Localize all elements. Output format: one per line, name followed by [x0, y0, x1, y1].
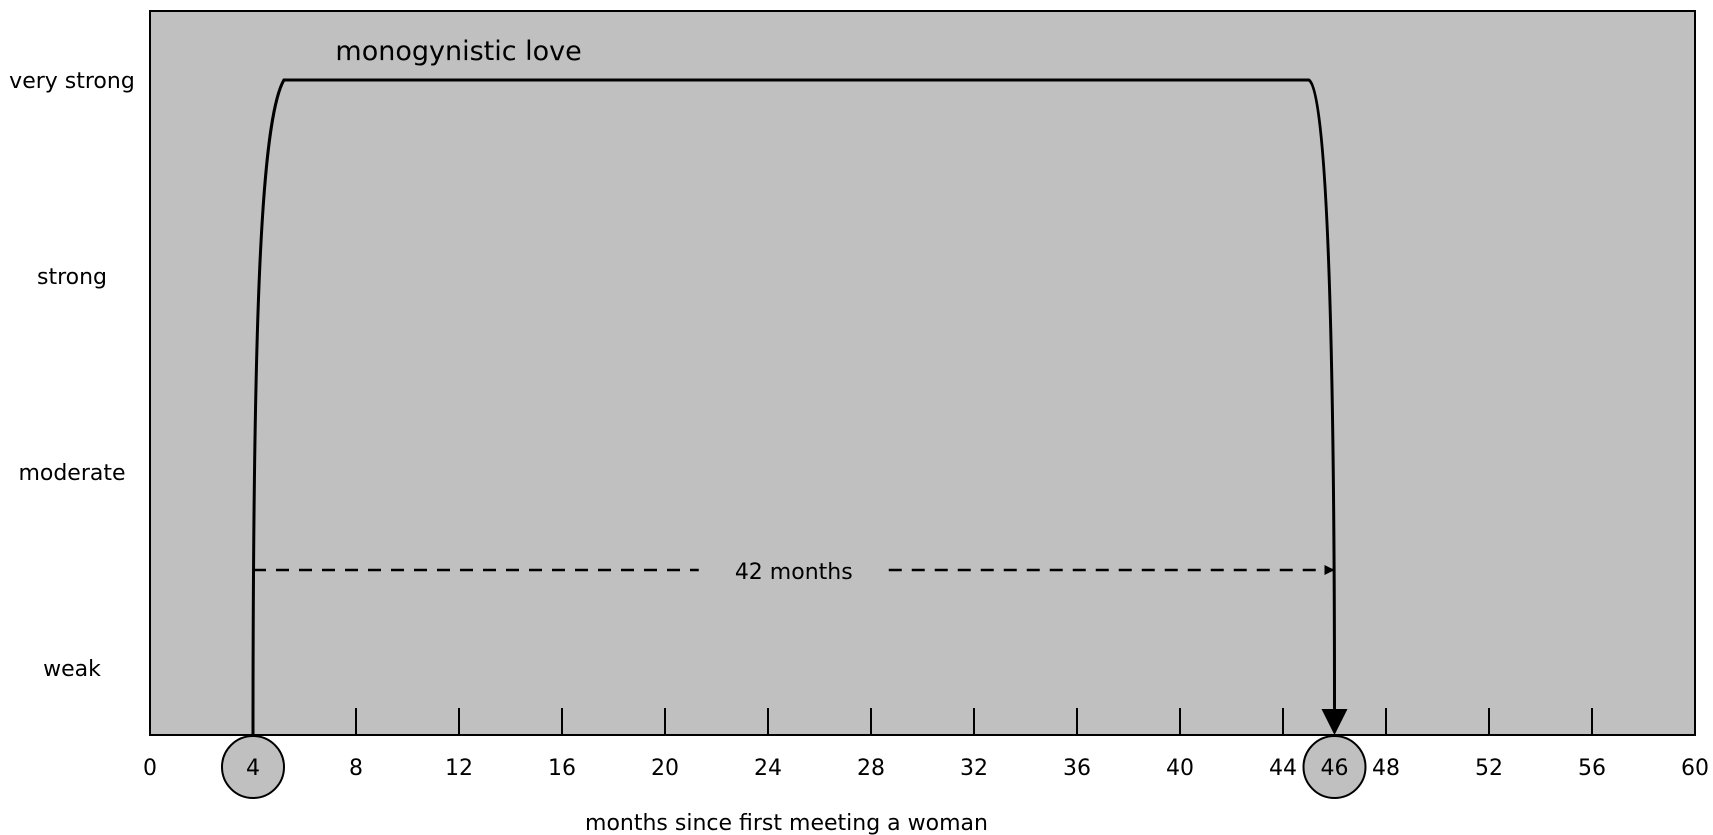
x-tick-label: 8	[349, 756, 363, 781]
y-level-label: very strong	[9, 69, 135, 94]
x-tick-label: 60	[1681, 756, 1709, 781]
x-tick-label: 56	[1578, 756, 1606, 781]
x-tick-label: 40	[1166, 756, 1194, 781]
x-tick-label: 32	[960, 756, 988, 781]
y-level-label: strong	[37, 265, 107, 290]
x-tick-label: 4	[246, 756, 260, 781]
x-tick-label: 16	[548, 756, 576, 781]
x-axis-label: months since first meeting a woman	[585, 811, 988, 835]
duration-label: 42 months	[735, 560, 853, 585]
x-tick-label: 46	[1321, 756, 1349, 781]
x-axis-ticks	[355, 708, 1593, 735]
y-level-label: weak	[43, 657, 101, 682]
x-tick-label: 24	[754, 756, 782, 781]
y-level-label: moderate	[18, 461, 125, 486]
x-tick-label: 20	[651, 756, 679, 781]
highlight-circle	[221, 735, 285, 799]
series-label: monogynistic love	[335, 36, 581, 67]
y-axis-labels: weak strong moderate very strong	[9, 69, 135, 682]
x-tick-label: 28	[857, 756, 885, 781]
x-tick-label: 48	[1372, 756, 1400, 781]
x-tick-label: 52	[1475, 756, 1503, 781]
series-end-arrowhead	[1321, 709, 1348, 735]
x-tick-label: 12	[445, 756, 473, 781]
plot-area	[149, 10, 1696, 736]
series-line-monogynistic-love	[251, 78, 1336, 736]
x-tick-label: 36	[1063, 756, 1091, 781]
x-tick-label: 44	[1269, 756, 1297, 781]
x-axis-tick-labels: 0 4 8 12 16 20 24 28 32 36 40 44 46 48 52 56 60	[143, 735, 1709, 799]
x-tick-label: 0	[143, 756, 157, 781]
highlight-circle	[1302, 735, 1367, 799]
